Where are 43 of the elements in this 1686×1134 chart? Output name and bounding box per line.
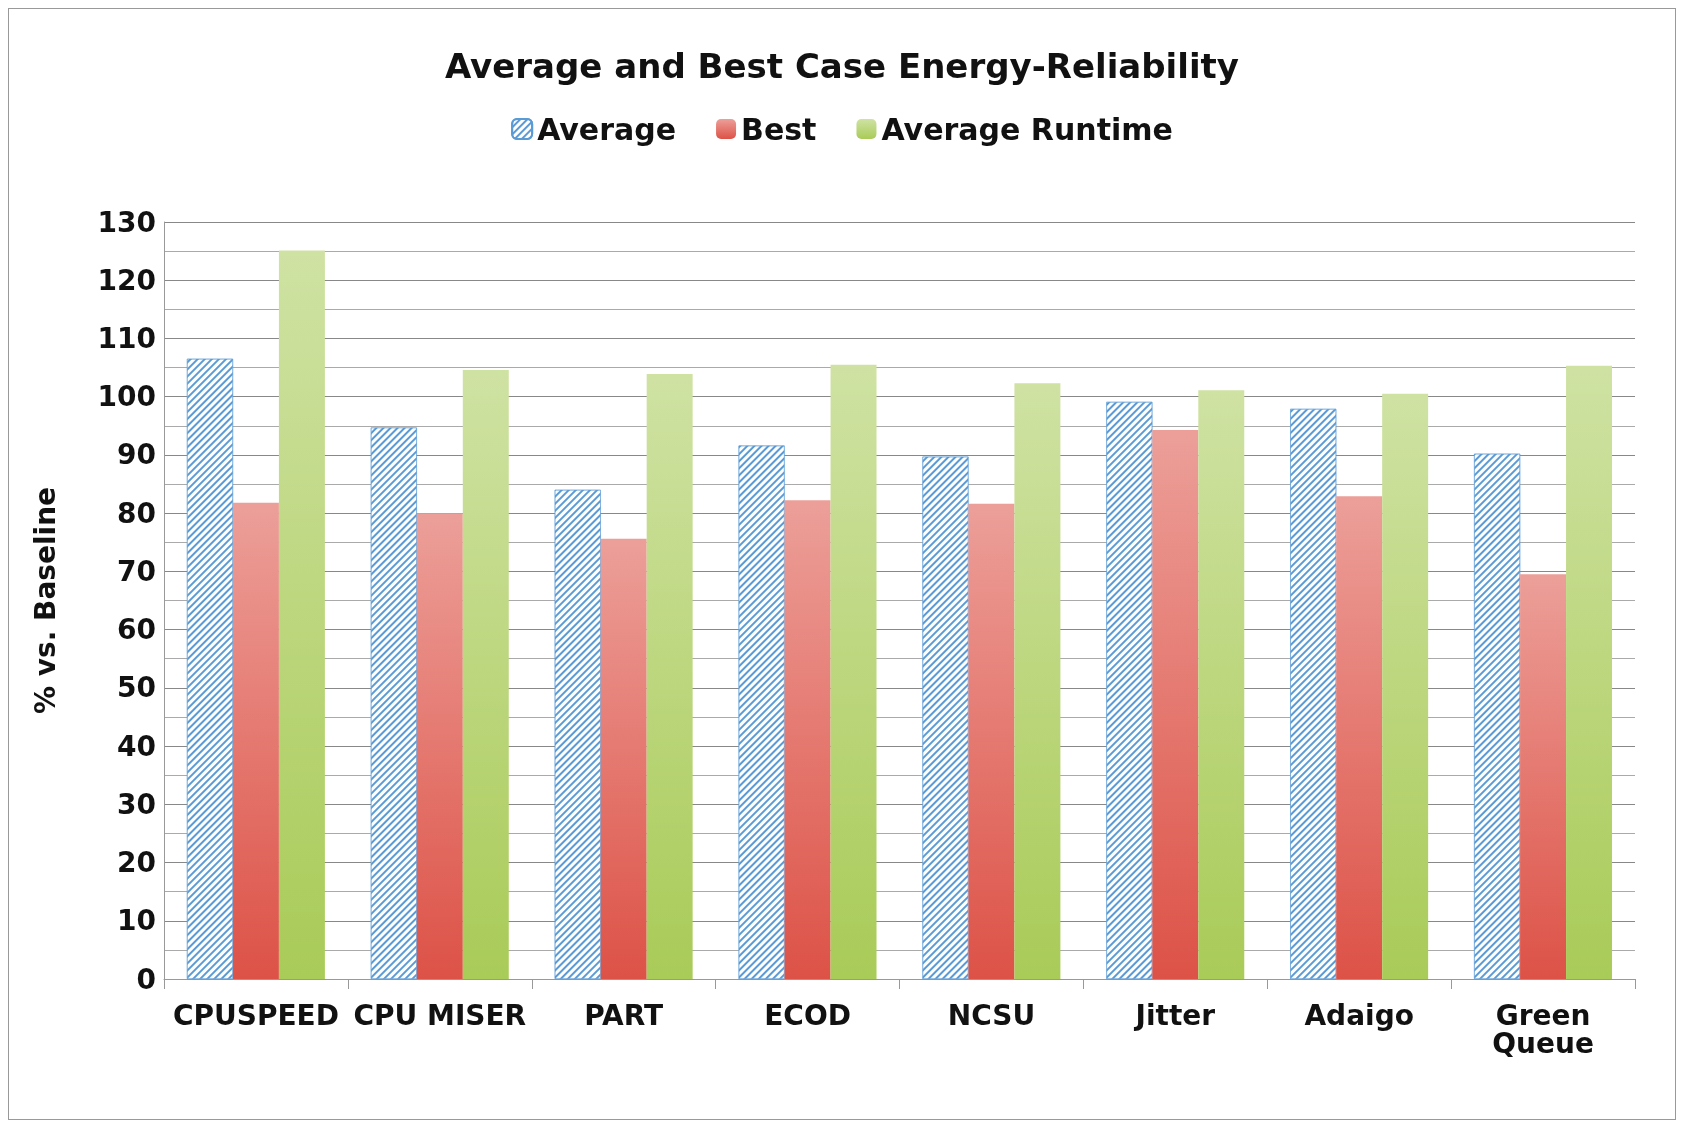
bar	[232, 502, 279, 979]
bar	[1014, 383, 1061, 979]
bar	[1520, 574, 1567, 979]
bar	[600, 538, 647, 979]
y-tick-label: 40	[117, 729, 156, 763]
y-tick-label: 130	[97, 205, 156, 239]
bar	[416, 513, 463, 979]
bar	[1152, 429, 1199, 979]
y-tick-label: 110	[97, 321, 156, 355]
bar	[784, 500, 831, 979]
legend-label: Average Runtime	[881, 111, 1173, 147]
y-tick-label: 60	[117, 613, 156, 647]
y-tick-label: 70	[117, 554, 156, 588]
x-tick-label: ECOD	[764, 998, 851, 1032]
x-tick-label: CPUSPEED	[172, 998, 339, 1032]
x-tick-label: Green Queue	[1492, 998, 1594, 1060]
legend-label: Average	[537, 111, 677, 147]
x-tick-label: NCSU	[947, 998, 1036, 1032]
y-tick-label: 90	[117, 438, 156, 472]
y-tick-label: 50	[117, 671, 156, 705]
x-tick-label: Jitter	[1133, 998, 1216, 1032]
bar	[462, 369, 509, 979]
legend-label: Best	[741, 111, 817, 147]
y-tick-label: 30	[117, 787, 156, 821]
bar	[278, 250, 325, 979]
bar	[830, 364, 877, 979]
bar	[1198, 390, 1245, 979]
y-tick-label: 120	[97, 263, 156, 297]
x-tick-label: CPU MISER	[353, 998, 527, 1032]
y-axis-title: % vs. Baseline	[28, 486, 62, 715]
bar	[1336, 496, 1383, 979]
x-tick-label: PART	[584, 998, 664, 1032]
bar	[968, 503, 1015, 979]
bar	[646, 373, 693, 979]
y-tick-label: 0	[136, 962, 156, 996]
y-tick-label: 10	[117, 904, 156, 938]
y-tick-label: 80	[117, 496, 156, 530]
y-tick-label: 20	[117, 846, 156, 880]
x-tick-label: Adaigo	[1304, 998, 1414, 1032]
y-tick-label: 100	[97, 380, 156, 414]
bar	[1566, 365, 1613, 979]
chart-title: Average and Best Case Energy-Reliability	[444, 46, 1240, 86]
bar	[1382, 393, 1429, 979]
